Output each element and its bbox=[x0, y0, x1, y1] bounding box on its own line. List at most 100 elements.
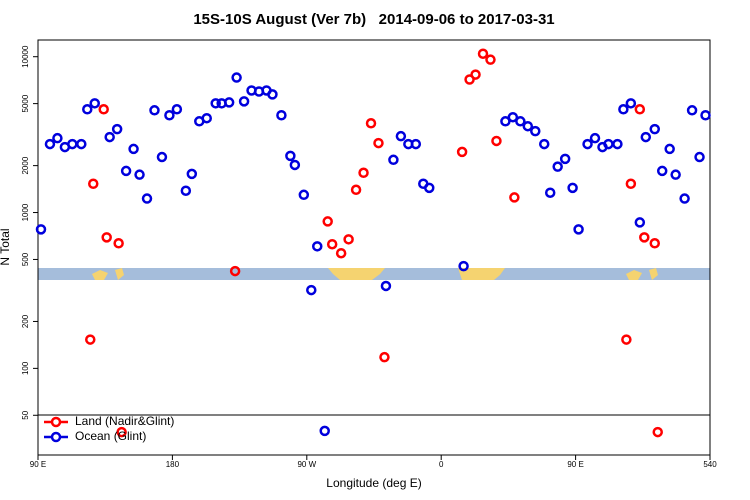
chart-title: 15S-10S August (Ver 7b) 2014-09-06 to 20… bbox=[193, 11, 554, 28]
data-point bbox=[424, 182, 435, 194]
data-point bbox=[210, 98, 221, 109]
legend-marker bbox=[50, 431, 62, 443]
data-point bbox=[285, 150, 296, 162]
data-point bbox=[238, 96, 250, 107]
data-point bbox=[134, 169, 145, 180]
data-point bbox=[538, 138, 550, 150]
data-point bbox=[694, 151, 705, 163]
data-point bbox=[664, 143, 675, 155]
data-point bbox=[477, 48, 489, 59]
data-point bbox=[116, 426, 127, 438]
data-point bbox=[491, 135, 502, 147]
data-point bbox=[634, 217, 646, 228]
data-point bbox=[612, 138, 623, 150]
data-point bbox=[670, 169, 681, 180]
legend-marker bbox=[50, 416, 62, 428]
data-point bbox=[464, 74, 475, 85]
legend-label: Ocean (Glint) bbox=[75, 429, 146, 443]
data-point bbox=[89, 98, 100, 109]
x-tick-label: 90 W bbox=[297, 460, 316, 469]
data-point bbox=[276, 110, 287, 121]
x-tick-label: 90 E bbox=[567, 460, 583, 469]
data-point bbox=[289, 159, 301, 171]
data-point bbox=[686, 105, 698, 116]
data-point bbox=[485, 54, 496, 65]
data-point bbox=[379, 351, 390, 363]
data-point bbox=[82, 104, 93, 115]
map-strip bbox=[38, 268, 710, 280]
data-point bbox=[649, 238, 660, 249]
data-point bbox=[634, 104, 646, 115]
data-point bbox=[507, 111, 519, 123]
data-point bbox=[679, 193, 690, 204]
y-tick-label: 5000 bbox=[21, 94, 30, 112]
y-tick-label: 1000 bbox=[21, 203, 30, 221]
data-point bbox=[621, 334, 632, 345]
data-point bbox=[618, 104, 629, 115]
data-point bbox=[559, 153, 571, 165]
data-point bbox=[388, 154, 399, 166]
data-point bbox=[582, 138, 593, 150]
data-point bbox=[101, 232, 112, 243]
data-point bbox=[186, 168, 198, 180]
data-point bbox=[312, 241, 323, 252]
data-point bbox=[656, 165, 668, 177]
data-point bbox=[335, 247, 347, 259]
data-point bbox=[67, 138, 78, 150]
data-point bbox=[552, 161, 563, 172]
data-point bbox=[470, 69, 481, 80]
legend-label: Land (Nadir&Glint) bbox=[75, 414, 174, 428]
data-point bbox=[267, 89, 278, 100]
data-point bbox=[530, 125, 541, 137]
data-point bbox=[458, 260, 469, 272]
data-point bbox=[149, 105, 160, 116]
y-tick-label: 500 bbox=[21, 252, 30, 266]
data-point bbox=[649, 123, 660, 135]
y-axis-label: N Total bbox=[0, 228, 12, 265]
data-point bbox=[639, 232, 650, 243]
data-point bbox=[76, 138, 87, 150]
y-tick-label: 2000 bbox=[21, 156, 30, 174]
data-point bbox=[201, 112, 212, 124]
data-point bbox=[700, 110, 711, 121]
data-point bbox=[111, 123, 123, 135]
data-point bbox=[231, 72, 242, 83]
data-point bbox=[589, 132, 601, 144]
data-point bbox=[229, 265, 241, 277]
data-point bbox=[358, 167, 369, 179]
data-point bbox=[104, 131, 115, 143]
data-point bbox=[326, 238, 338, 250]
y-tick-label: 50 bbox=[21, 410, 30, 419]
data-point bbox=[85, 334, 96, 345]
data-point bbox=[410, 138, 422, 150]
data-point bbox=[113, 238, 124, 249]
data-point bbox=[350, 184, 362, 196]
data-point bbox=[625, 178, 637, 190]
data-point bbox=[98, 104, 109, 115]
data-point bbox=[223, 97, 235, 108]
data-point bbox=[128, 143, 139, 155]
data-point bbox=[652, 426, 663, 438]
data-point bbox=[522, 120, 534, 132]
data-point bbox=[319, 425, 330, 437]
data-point bbox=[573, 224, 584, 235]
x-tick-label: 540 bbox=[703, 460, 717, 469]
x-tick-label: 180 bbox=[166, 460, 180, 469]
x-tick-label: 0 bbox=[439, 460, 444, 469]
plot-frame bbox=[37, 39, 711, 456]
x-tick-label: 90 E bbox=[30, 460, 46, 469]
data-point bbox=[35, 224, 47, 235]
data-point bbox=[625, 98, 637, 109]
data-point bbox=[156, 151, 168, 163]
data-point bbox=[52, 132, 63, 144]
data-point bbox=[567, 182, 578, 194]
data-point bbox=[44, 138, 56, 150]
data-point bbox=[120, 165, 132, 177]
data-point bbox=[509, 192, 520, 203]
data-point bbox=[322, 216, 333, 227]
data-point bbox=[603, 138, 614, 150]
data-point bbox=[306, 284, 317, 296]
data-point bbox=[640, 131, 652, 143]
y-tick-label: 10000 bbox=[21, 45, 30, 68]
